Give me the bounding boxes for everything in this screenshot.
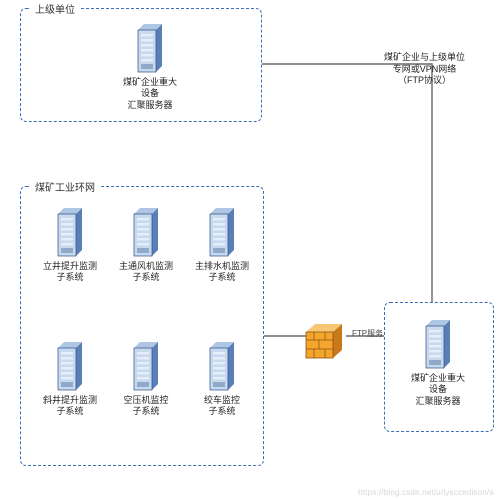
server-main-fan: 主通风机监测 子系统	[118, 206, 174, 284]
server-label: 绞车监控 子系统	[204, 395, 240, 418]
server-icon	[134, 22, 166, 74]
server-label: 主通风机监测 子系统	[119, 261, 173, 284]
server-winch: 绞车监控 子系统	[194, 340, 250, 418]
server-label: 斜井提升监测 子系统	[43, 395, 97, 418]
server-label: 空压机监控 子系统	[123, 395, 168, 418]
server-incline-hoist: 斜井提升监测 子系统	[42, 340, 98, 418]
server-hq: 煤矿企业重大设备 汇聚服务器	[122, 22, 178, 111]
firewall-node	[300, 320, 348, 362]
firewall-icon	[303, 320, 345, 362]
server-icon	[206, 206, 238, 258]
watermark: https://blog.csdn.net/u/lysccedison/a	[358, 488, 494, 497]
server-icon	[130, 340, 162, 392]
server-label: 主排水机监测 子系统	[195, 261, 249, 284]
server-icon	[422, 318, 454, 370]
server-icon	[206, 340, 238, 392]
server-aggregation: 煤矿企业重大设备 汇聚服务器	[410, 318, 466, 407]
server-label: 立井提升监测 子系统	[43, 261, 97, 284]
panel-title-ring: 煤矿工业环网	[31, 179, 99, 194]
server-air-compressor: 空压机监控 子系统	[118, 340, 174, 418]
server-icon	[54, 340, 86, 392]
connector-line	[260, 64, 432, 300]
panel-title-superior: 上级单位	[31, 1, 79, 16]
server-icon	[130, 206, 162, 258]
server-label: 煤矿企业重大设备 汇聚服务器	[410, 373, 466, 407]
server-icon	[54, 206, 86, 258]
annotation-ftp: FTP服务	[352, 328, 383, 339]
server-main-drainage: 主排水机监测 子系统	[194, 206, 250, 284]
annotation-network: 煤矿企业与上级单位 专网或VPN网络 （FTP协议）	[384, 52, 465, 87]
server-vertical-hoist: 立井提升监测 子系统	[42, 206, 98, 284]
server-label: 煤矿企业重大设备 汇聚服务器	[122, 77, 178, 111]
